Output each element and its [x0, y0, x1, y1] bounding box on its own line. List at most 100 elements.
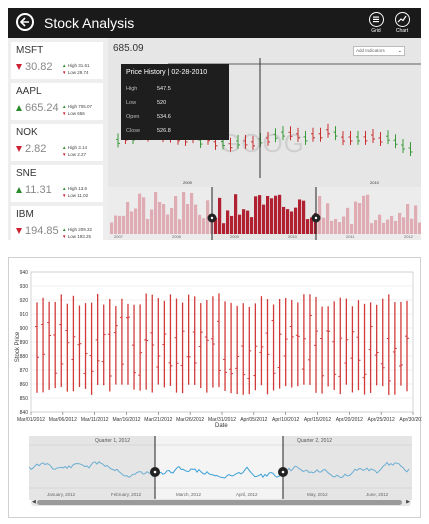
- ticker-tile-msft[interactable]: MSFT 30.82 ▲ High 31.61 ▼ Low 29.74: [11, 42, 103, 79]
- volume-bar: [370, 223, 374, 234]
- y-axis-title: Stock Price: [15, 331, 21, 363]
- navigator-chart: [29, 436, 412, 500]
- back-button[interactable]: [16, 13, 34, 31]
- volume-bar: [322, 217, 326, 234]
- tooltip-open-value: 534.6: [157, 114, 171, 120]
- volume-bar: [338, 222, 342, 234]
- grid-label: Grid: [371, 28, 381, 34]
- chart-button[interactable]: Chart: [390, 12, 414, 34]
- tooltip-close-value: 526.8: [157, 128, 171, 134]
- main-chart-area[interactable]: 685.09 Add Indicators ⌄ GOOG 2009 2010 200…: [108, 38, 421, 240]
- volume-bar: [386, 219, 390, 234]
- nav-handle-dot: [210, 216, 214, 220]
- volume-bar: [150, 209, 154, 234]
- volume-bar: [194, 204, 198, 234]
- volume-bar: [262, 204, 266, 234]
- volume-bar: [118, 215, 122, 234]
- main-price-chart: 2009 2010 2007 2008 2009 2010 2011 2012: [108, 58, 421, 240]
- nav-month-label: April, 2012: [236, 492, 258, 497]
- grid-button[interactable]: Grid: [364, 12, 388, 34]
- nav-shade-right: [316, 187, 421, 240]
- volume-bar: [382, 222, 386, 234]
- nav-year-label: 2010: [288, 234, 298, 239]
- x-tick-label: Mar/26/2012: [176, 417, 204, 423]
- tooltip-close-label: Close: [126, 128, 141, 134]
- volume-bar: [174, 195, 178, 234]
- y-tick-label: 890: [20, 340, 29, 346]
- volume-bar: [354, 201, 358, 234]
- nav-quarter-label: Quarter 1, 2012: [95, 438, 131, 444]
- tooltip-high-label: High: [126, 86, 138, 92]
- ticker-price: 194.85: [25, 225, 59, 237]
- y-tick-label: 860: [20, 382, 29, 388]
- volume-bar: [302, 200, 306, 234]
- volume-bar: [250, 217, 254, 234]
- volume-bar: [254, 196, 258, 234]
- range-navigator[interactable]: Quarter 1, 2012 Quarter 2, 2012 January,…: [29, 436, 412, 500]
- y-tick-label: 920: [20, 298, 29, 304]
- nav-handle-dot: [153, 470, 157, 474]
- volume-bar: [266, 195, 270, 234]
- volume-bar: [410, 218, 414, 234]
- volume-bar: [122, 215, 126, 234]
- y-tick-label: 850: [20, 396, 29, 402]
- hloc-chart[interactable]: 940 930 920 910 900 890 880 870 860 850 840Mar/01/…: [9, 258, 422, 436]
- tooltip-open-label: Open: [126, 114, 140, 120]
- ticker-tile-aapl[interactable]: AAPL 665.24 ▲ High 705.07 ▼ Low 656: [11, 83, 103, 120]
- ticker-high: ▲ High 31.61: [62, 63, 90, 68]
- title-bar: Stock Analysis Grid Chart: [8, 8, 421, 38]
- up-arrow-icon: [16, 105, 22, 111]
- volume-bar: [230, 215, 234, 234]
- navigator-line: [29, 461, 410, 479]
- horizontal-scrollbar[interactable]: ◀ ▶: [31, 499, 411, 506]
- volume-bar: [378, 214, 382, 234]
- y-tick-label: 880: [20, 354, 29, 360]
- ticker-list: MSFT 30.82 ▲ High 31.61 ▼ Low 29.74 AAPL…: [8, 38, 108, 240]
- ticker-symbol: AAPL: [16, 86, 42, 97]
- volume-bar: [358, 203, 362, 234]
- scroll-right-icon[interactable]: ▶: [406, 499, 410, 505]
- volume-bar: [330, 220, 334, 234]
- volume-bar: [290, 211, 294, 234]
- ticker-low: ▼ Low 29.74: [62, 70, 89, 75]
- add-indicators-dropdown[interactable]: Add Indicators ⌄: [353, 46, 405, 56]
- ticker-price: 2.82: [25, 143, 47, 155]
- tooltip-low-value: 520: [157, 100, 167, 106]
- volume-bar: [222, 223, 226, 234]
- volume-bar: [306, 219, 310, 234]
- volume-bar: [402, 217, 406, 234]
- ticker-high: ▲ High 209.32: [62, 227, 93, 232]
- chart-icon: [394, 12, 410, 27]
- x-tick-label: Apr/25/2012: [368, 417, 395, 423]
- volume-bar: [162, 204, 166, 234]
- volume-bar: [154, 192, 158, 234]
- nav-month-label: January, 2012: [47, 492, 76, 497]
- scroll-left-icon[interactable]: ◀: [32, 499, 36, 505]
- chevron-down-icon: ⌄: [397, 48, 402, 54]
- x-tick-label: Mar/11/2012: [81, 417, 109, 423]
- volume-bar: [134, 208, 138, 234]
- dropdown-placeholder: Add Indicators: [356, 48, 385, 53]
- nav-year-label: 2009: [230, 234, 240, 239]
- current-price: 685.09: [113, 43, 144, 54]
- volume-bar: [146, 218, 150, 234]
- nav-shade-left: [29, 436, 155, 500]
- volume-bar: [130, 211, 134, 234]
- ticker-tile-ibm[interactable]: IBM 194.85 ▲ High 209.32 ▼ Low 193.25: [11, 206, 103, 240]
- ticker-symbol: MSFT: [16, 45, 44, 56]
- ticker-tile-nok[interactable]: NOK 2.82 ▲ High 3.14 ▼ Low 2.27: [11, 124, 103, 161]
- volume-bar: [298, 199, 302, 234]
- scroll-thumb[interactable]: [37, 500, 402, 505]
- year-label: 2010: [370, 180, 380, 185]
- volume-bar: [342, 216, 346, 234]
- ticker-tile-sne[interactable]: SNE 11.31 ▲ High 13.6 ▼ Low 11.02: [11, 165, 103, 202]
- volume-bar: [234, 194, 238, 234]
- year-label: 2009: [183, 180, 193, 185]
- volume-bar: [366, 194, 370, 234]
- down-arrow-icon: [16, 64, 22, 70]
- y-tick-label: 900: [20, 326, 29, 332]
- volume-bar: [318, 195, 322, 234]
- volume-bar: [394, 220, 398, 234]
- y-tick-label: 910: [20, 312, 29, 318]
- volume-bar: [258, 195, 262, 234]
